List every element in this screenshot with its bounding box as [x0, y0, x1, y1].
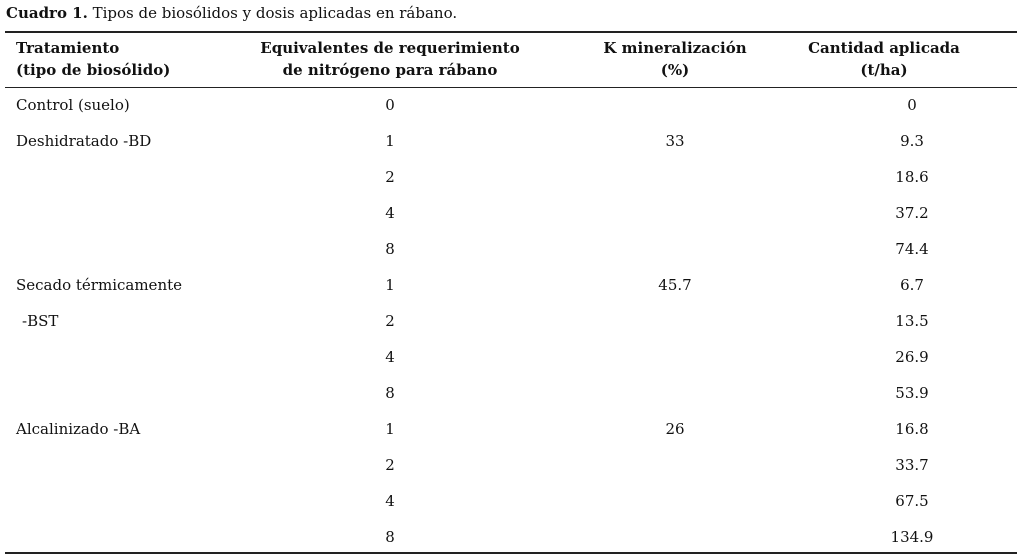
treatment-cell: Secado térmicamente [16, 276, 183, 294]
equivalent-cell: 8 [385, 240, 395, 258]
header-rule [5, 87, 1017, 88]
caption-text: Tipos de biosólidos y dosis aplicadas en… [92, 4, 458, 22]
amount-cell: 134.9 [890, 528, 934, 546]
equivalent-cell: 1 [385, 420, 395, 438]
equivalent-cell: 0 [385, 96, 395, 114]
equivalent-cell: 4 [385, 348, 395, 366]
equivalent-cell: 1 [385, 276, 395, 294]
amount-cell: 74.4 [895, 240, 929, 258]
treatment-cell: Deshidratado -BD [16, 132, 152, 150]
bottom-rule [5, 552, 1017, 554]
header-cell: Equivalentes de requerimiento [260, 39, 520, 57]
amount-cell: 13.5 [895, 312, 929, 330]
equivalent-cell: 4 [385, 492, 395, 510]
header-cell: Tratamiento [16, 39, 120, 57]
equivalent-cell: 1 [385, 132, 395, 150]
top-rule [5, 31, 1017, 33]
amount-cell: 67.5 [895, 492, 929, 510]
amount-cell: 33.7 [895, 456, 929, 474]
equivalent-cell: 8 [385, 384, 395, 402]
equivalent-cell: 2 [385, 168, 395, 186]
treatment-cell: -BST [22, 312, 59, 330]
equivalent-cell: 8 [385, 528, 395, 546]
amount-cell: 18.6 [895, 168, 929, 186]
treatment-cell: Control (suelo) [16, 96, 130, 114]
caption: Cuadro 1. Tipos de biosólidos y dosis ap… [6, 4, 457, 22]
amount-cell: 6.7 [900, 276, 924, 294]
equivalent-cell: 4 [385, 204, 395, 222]
amount-cell: 0 [907, 96, 917, 114]
equivalent-cell: 2 [385, 456, 395, 474]
amount-cell: 16.8 [895, 420, 929, 438]
header-cell: K mineralización [603, 39, 747, 57]
k-cell: 33 [665, 132, 685, 150]
k-cell: 45.7 [658, 276, 692, 294]
header-cell: (t/ha) [860, 61, 908, 79]
equivalent-cell: 2 [385, 312, 395, 330]
header-cell: de nitrógeno para rábano [282, 61, 498, 79]
header-cell: Cantidad aplicada [808, 39, 960, 57]
header-cell: (tipo de biosólido) [16, 61, 171, 79]
amount-cell: 53.9 [895, 384, 929, 402]
amount-cell: 26.9 [895, 348, 929, 366]
amount-cell: 9.3 [900, 132, 924, 150]
k-cell: 26 [665, 420, 685, 438]
header-cell: (%) [660, 61, 690, 79]
amount-cell: 37.2 [895, 204, 929, 222]
caption-label: Cuadro 1. [6, 4, 88, 22]
treatment-cell: Alcalinizado -BA [16, 420, 141, 438]
